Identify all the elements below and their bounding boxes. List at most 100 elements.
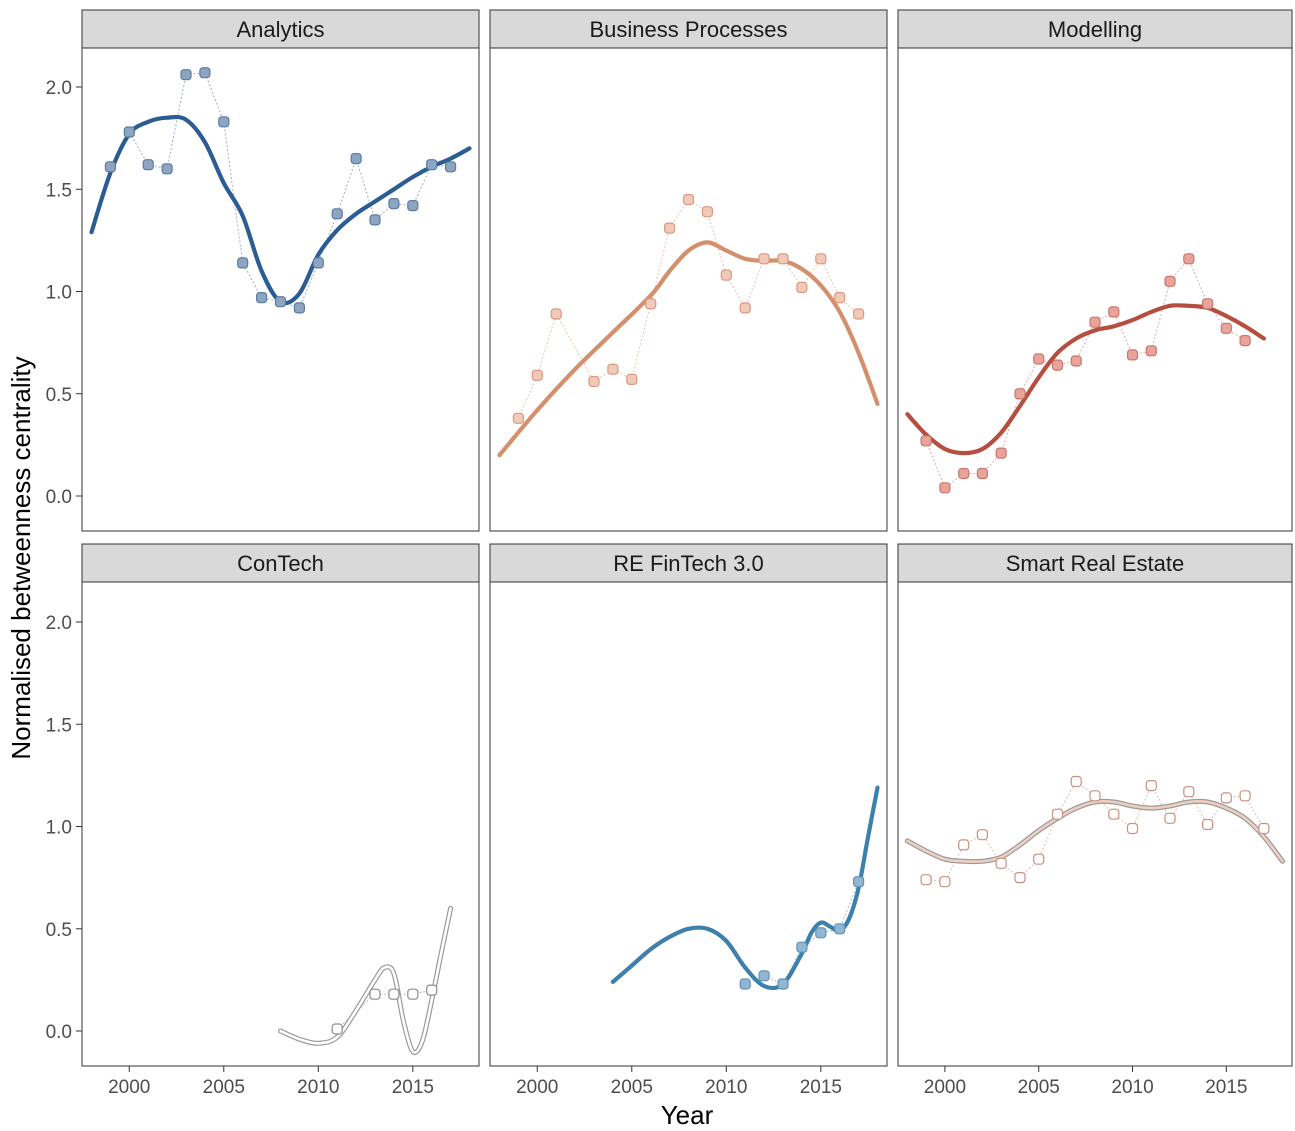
data-point	[976, 829, 989, 841]
data-point	[701, 206, 714, 218]
data-point	[1239, 335, 1251, 347]
data-point	[777, 253, 789, 265]
data-point	[426, 984, 438, 996]
panel-background	[489, 581, 888, 1067]
data-point	[1014, 388, 1026, 400]
panel-plot-area	[905, 253, 1266, 494]
data-point	[1164, 275, 1176, 287]
y-tick-label: 2.0	[46, 613, 72, 634]
data-point	[1014, 871, 1026, 884]
panel-background	[81, 581, 480, 1067]
data-point	[939, 482, 951, 494]
y-tick-label: 1.0	[46, 283, 72, 304]
data-point	[920, 435, 932, 447]
facet-title: Analytics	[236, 17, 324, 42]
facet-strip	[897, 543, 1293, 583]
facet-strip	[489, 543, 888, 583]
data-point	[663, 222, 676, 234]
data-point	[588, 375, 600, 388]
x-tick-label: 2010	[705, 1077, 747, 1098]
x-tick-label: 2015	[392, 1077, 434, 1098]
data-point	[426, 159, 438, 171]
facet-strip	[489, 9, 888, 49]
data-point	[1126, 349, 1139, 361]
data-point	[758, 970, 770, 982]
data-point	[1089, 316, 1101, 328]
facet-business-processes: Business Processes	[489, 9, 888, 532]
data-point	[1033, 853, 1045, 865]
data-point	[550, 308, 562, 320]
x-tick-label: 2005	[203, 1077, 245, 1098]
data-point	[852, 876, 865, 888]
y-tick-label: 0.5	[46, 385, 72, 406]
data-point	[739, 978, 751, 990]
facet-modelling: Modelling	[897, 9, 1293, 532]
facet-title: RE FinTech 3.0	[613, 551, 763, 576]
y-tick-label: 0.5	[46, 920, 72, 941]
data-point	[1220, 322, 1232, 334]
panel-background	[81, 47, 480, 532]
x-axis-title: Year	[661, 1100, 714, 1130]
panel-background	[897, 581, 1293, 1067]
facet-strip	[81, 9, 480, 49]
facet-panels: Analytics Business Processes Modelling ConT…	[81, 9, 1293, 1067]
y-tick-label: 2.0	[46, 78, 72, 99]
panel-background	[489, 47, 888, 532]
data-point	[1051, 359, 1064, 371]
data-point	[645, 298, 657, 310]
facet-title: Modelling	[1048, 17, 1142, 42]
facet-title: ConTech	[237, 551, 324, 576]
data-point	[1126, 822, 1139, 835]
data-point	[104, 161, 117, 173]
data-point	[796, 941, 808, 953]
data-point	[237, 257, 249, 269]
data-point	[720, 269, 732, 281]
data-point	[1108, 306, 1120, 318]
data-point	[142, 159, 154, 171]
x-tick-label: 2000	[108, 1077, 150, 1098]
data-point	[350, 153, 362, 165]
data-point	[1108, 808, 1120, 820]
y-axis-bottom-row: 0.0 0.5 1.0 1.5 2.0	[46, 613, 82, 1043]
data-point	[388, 988, 400, 1000]
data-point	[274, 296, 287, 308]
x-axes: 2000 2005 2010 2015 2000 2005 2010 2015 2000 2005…	[108, 1066, 1247, 1098]
panel-plot-area	[610, 785, 880, 991]
x-tick-label: 2000	[924, 1077, 966, 1098]
data-point	[834, 292, 846, 304]
data-point	[834, 923, 846, 935]
data-point	[682, 193, 695, 206]
x-tick-label: 2010	[1111, 1077, 1153, 1098]
y-axis-top-row: 0.0 0.5 1.0 1.5 2.0	[46, 78, 82, 508]
data-point	[388, 198, 400, 210]
panel-plot-area	[497, 193, 880, 458]
trend-line	[906, 800, 1284, 863]
x-tick-label: 2005	[611, 1077, 653, 1098]
trend-line	[279, 907, 452, 1054]
data-point	[218, 116, 230, 128]
data-point	[312, 257, 324, 269]
data-point	[1070, 775, 1082, 788]
trend-line	[497, 240, 880, 458]
data-point	[331, 208, 343, 220]
data-point	[815, 253, 827, 265]
data-point	[1220, 792, 1232, 804]
data-point	[1145, 345, 1157, 357]
data-point	[180, 69, 192, 81]
data-point	[445, 161, 457, 173]
data-point	[958, 467, 970, 480]
data-point	[407, 988, 419, 1000]
data-point	[161, 163, 173, 175]
data-point	[607, 363, 619, 375]
x-tick-label: 2000	[516, 1077, 558, 1098]
x-tick-label: 2015	[1205, 1077, 1247, 1098]
data-point	[1070, 355, 1082, 367]
data-point	[939, 876, 951, 888]
data-point	[1239, 790, 1251, 802]
facet-title: Business Processes	[589, 17, 787, 42]
data-point	[1145, 779, 1157, 792]
data-point	[739, 302, 751, 314]
data-point	[852, 308, 865, 320]
data-point	[796, 281, 808, 293]
